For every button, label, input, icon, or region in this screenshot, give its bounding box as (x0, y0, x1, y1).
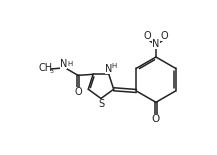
Text: N: N (152, 39, 160, 49)
Text: 3: 3 (49, 69, 53, 74)
Text: O: O (143, 31, 151, 41)
Text: O: O (152, 114, 160, 124)
Text: N: N (105, 64, 113, 74)
Text: O: O (74, 87, 82, 97)
Text: N: N (60, 59, 67, 69)
Text: O: O (161, 31, 168, 41)
Text: H: H (67, 60, 72, 66)
Text: CH: CH (38, 63, 53, 73)
Text: S: S (98, 99, 104, 109)
Text: H: H (112, 63, 117, 69)
